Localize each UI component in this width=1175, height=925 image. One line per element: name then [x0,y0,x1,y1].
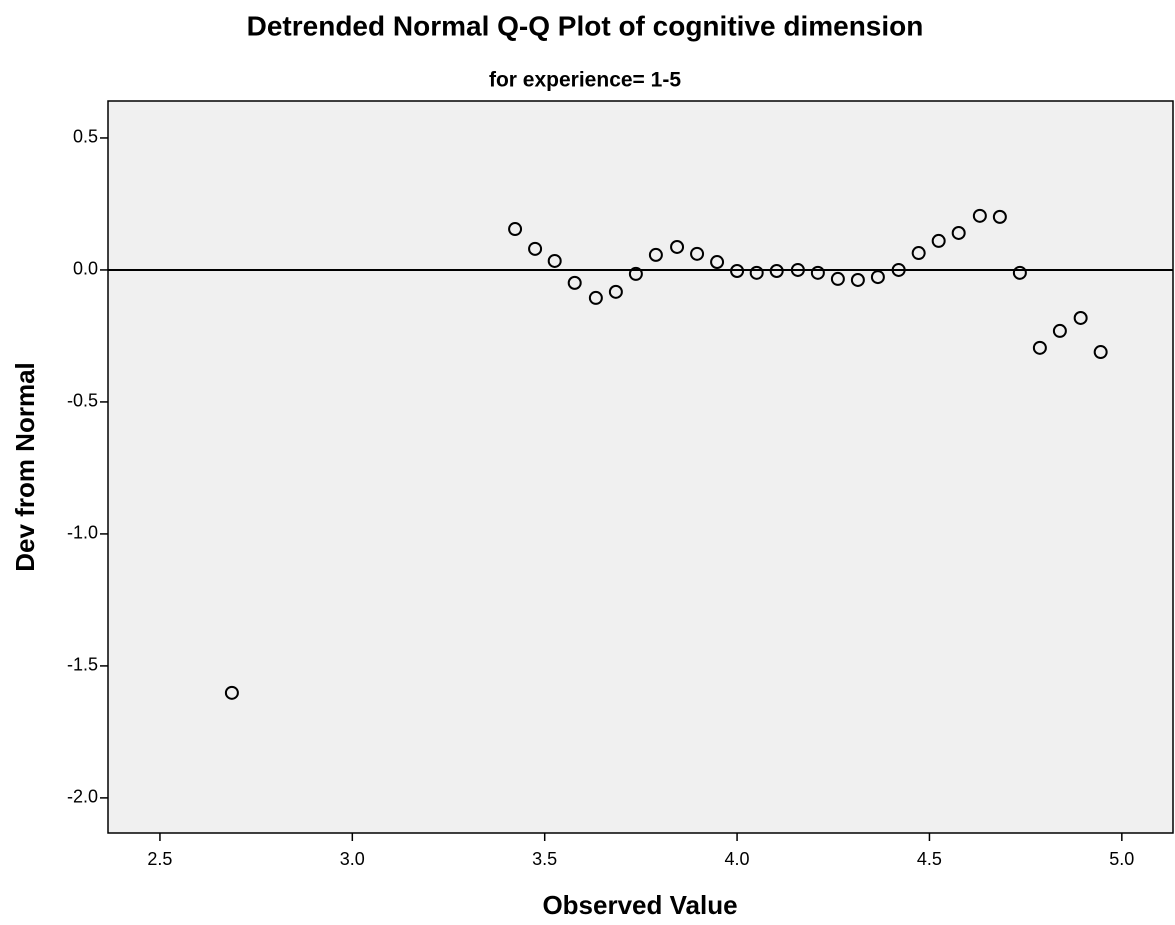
plot-area [107,100,1174,834]
point [224,685,239,700]
x-tick-label: 5.0 [1109,849,1134,869]
x-tick-label: 4.5 [917,849,942,869]
point [769,263,784,278]
chart-subtitle: for experience= 1-5 [489,69,681,92]
point [508,222,523,237]
point [1032,340,1047,355]
point [1012,265,1027,280]
point [810,265,825,280]
point [1052,323,1067,338]
point [567,275,582,290]
point [931,233,946,248]
point [992,209,1007,224]
point [608,284,623,299]
point [528,241,543,256]
y-tick-label: 0.0 [73,259,98,279]
y-tick-label: -0.5 [67,391,98,411]
point [891,262,906,277]
point [690,246,705,261]
point [547,253,562,268]
point [730,263,745,278]
point [1093,345,1108,360]
point [628,266,643,281]
point [911,246,926,261]
y-tick-label: 0.5 [73,127,98,147]
point [850,272,865,287]
point [749,265,764,280]
point [648,247,663,262]
y-tick-label: -1.0 [67,523,98,543]
point [710,255,725,270]
point [830,271,845,286]
point [1073,310,1088,325]
point [670,239,685,254]
x-tick-label: 4.0 [725,849,750,869]
y-tick-label: -1.5 [67,655,98,675]
x-axis-label: Observed Value [542,890,737,920]
point [588,290,603,305]
point [972,208,987,223]
point [790,262,805,277]
x-tick-label: 3.5 [532,849,557,869]
point [870,270,885,285]
x-tick-label: 3.0 [340,849,365,869]
chart-title: Detrended Normal Q-Q Plot of cognitive d… [247,10,924,41]
y-axis-label: Dev from Normal [10,362,40,572]
x-tick-label: 2.5 [147,849,172,869]
y-tick-label: -2.0 [67,787,98,807]
point [951,225,966,240]
